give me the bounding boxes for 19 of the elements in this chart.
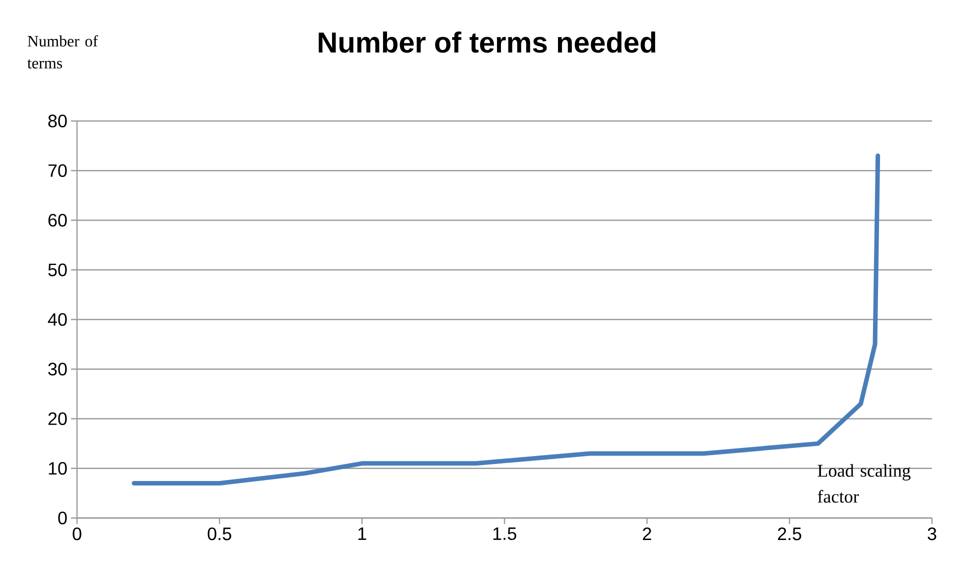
x-tick-label: 3 — [928, 527, 936, 540]
x-tick-label: 1.5 — [493, 528, 516, 540]
x-tick-label: 0 — [72, 527, 82, 540]
y-tick-label: 20 — [48, 412, 67, 426]
y-tick-label: 10 — [48, 462, 67, 475]
y-tick-label: 30 — [48, 362, 67, 376]
x-tick-label: 2 — [642, 527, 652, 540]
x-axis-title: Load scaling factor — [818, 464, 910, 503]
x-tick-label: 1 — [358, 528, 366, 540]
y-tick-label: 80 — [48, 114, 67, 128]
y-tick-label: 70 — [48, 164, 67, 177]
y-axis-title: Number of terms — [27, 35, 98, 68]
y-tick-label: 40 — [48, 313, 67, 326]
y-tick-label: 50 — [48, 264, 67, 276]
y-tick-label: 0 — [58, 512, 67, 524]
x-tick-label: 0.5 — [208, 527, 232, 540]
y-tick-label: 60 — [48, 214, 67, 227]
x-tick-label: 2.5 — [778, 527, 802, 540]
chart-title: Number of terms needed — [318, 32, 656, 53]
